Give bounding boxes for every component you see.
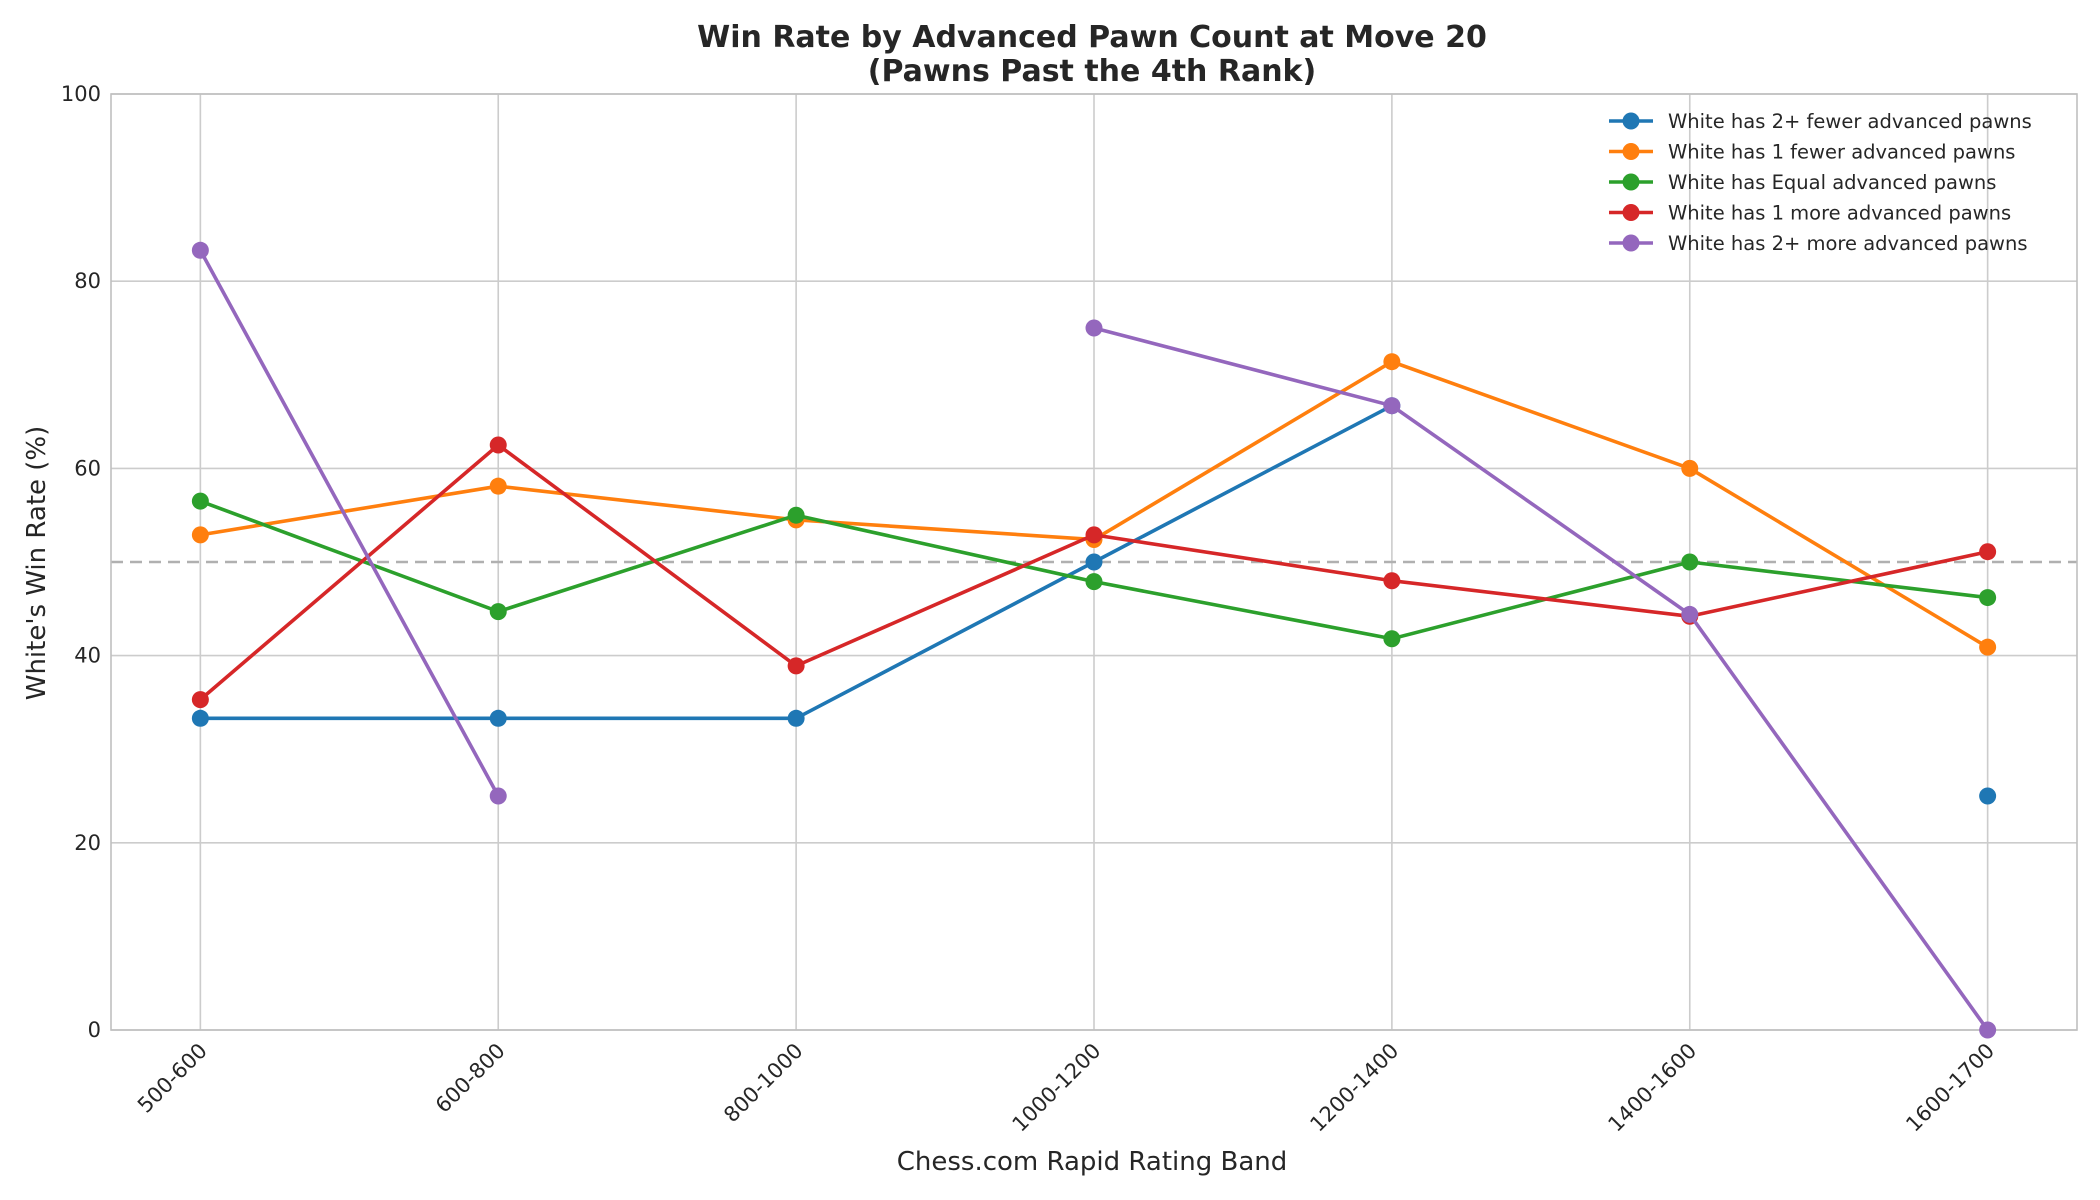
x-tick-label: 600-800 [431,1039,510,1118]
legend-swatch-marker [1622,143,1640,160]
y-tick-label: 0 [88,1018,101,1042]
x-tick-label: 1400-1600 [1603,1039,1701,1137]
x-tick-label: 500-600 [133,1039,212,1118]
data-point [1979,638,1997,656]
data-point [1383,630,1401,648]
data-point [489,603,507,621]
data-point [489,709,507,727]
data-point [191,691,209,709]
legend-swatch-marker [1622,173,1640,191]
data-point [1681,553,1699,571]
legend: White has 2+ fewer advanced pawns White h… [1609,110,2032,255]
legend-label: White has 2+ fewer advanced pawns [1668,110,2032,133]
legend-item: White has 2+ more advanced pawns [1609,232,2027,255]
legend-label: White has Equal advanced pawns [1668,171,1996,194]
legend-item: White has 1 fewer advanced pawns [1609,141,2015,164]
data-point [1979,787,1997,805]
data-point [191,492,209,510]
data-point [489,477,507,495]
data-point [191,526,209,544]
legend-item: White has 1 more advanced pawns [1609,202,2011,225]
legend-item: White has 2+ fewer advanced pawns [1609,110,2032,133]
x-tick-label: 1600-1700 [1901,1039,1999,1137]
data-point [1681,605,1699,623]
x-tick-label: 800-1000 [719,1039,807,1127]
legend-label: White has 2+ more advanced pawns [1668,232,2027,255]
data-point [1383,397,1401,415]
data-point [489,436,507,454]
series-5 [191,241,1997,1039]
legend-label: White has 1 more advanced pawns [1668,202,2011,225]
chart-title: Win Rate by Advanced Pawn Count at Move … [697,20,1487,55]
y-tick-label: 40 [74,644,101,668]
data-point [1979,1021,1997,1039]
x-axis-label: Chess.com Rapid Rating Band [897,1147,1288,1177]
data-point [787,709,805,727]
data-point [1979,589,1997,607]
legend-swatch-marker [1622,234,1640,252]
data-point [1085,553,1103,571]
chart-subtitle: (Pawns Past the 4th Rank) [868,54,1316,89]
data-point [1681,459,1699,477]
series-3 [191,492,1997,648]
x-tick-label: 1000-1200 [1008,1039,1106,1137]
series-line [1092,326,1990,1032]
data-point [489,787,507,805]
data-point [1383,353,1401,371]
plot-frame [110,93,2078,1031]
data-point [1979,543,1997,561]
y-tick-label: 80 [74,269,101,293]
legend-swatch-marker [1622,112,1640,130]
legend-label: White has 1 fewer advanced pawns [1668,141,2015,164]
y-tick-label: 60 [74,456,101,480]
x-tick-label: 1200-1400 [1306,1039,1404,1137]
data-point [1085,319,1103,337]
data-point [787,506,805,524]
data-point [1085,573,1103,591]
data-point [787,657,805,675]
series-group [191,241,1997,1039]
data-point [1085,526,1103,544]
y-axis-label: White's Win Rate (%) [22,426,52,701]
data-point [191,709,209,727]
legend-swatch-marker [1622,204,1640,221]
legend-item: White has Equal advanced pawns [1609,171,1996,194]
data-point [1383,572,1401,590]
y-tick-label: 100 [61,82,101,106]
data-point [191,241,209,259]
y-tick-label: 20 [74,831,101,855]
series-line [198,248,501,798]
